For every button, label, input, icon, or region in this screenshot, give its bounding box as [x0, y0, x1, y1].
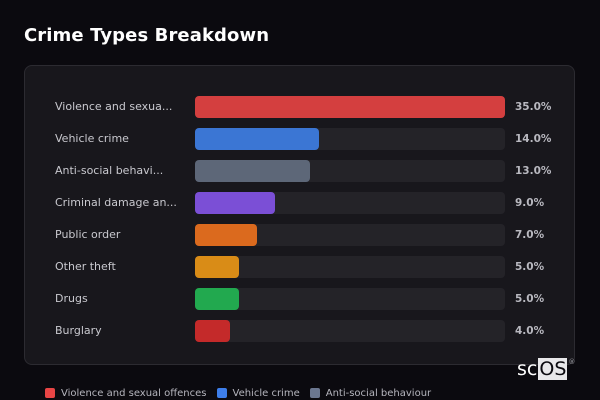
legend-label: Vehicle crime [232, 387, 300, 399]
bar-track [195, 288, 505, 310]
bar-row: Violence and sexua... 35.0% [25, 96, 576, 118]
bar-label: Burglary [55, 324, 102, 337]
bar-value: 4.0% [515, 325, 545, 337]
legend-label: Anti-social behaviour [325, 387, 432, 399]
bar-track [195, 96, 505, 118]
bar-label: Anti-social behavi... [55, 164, 164, 177]
bar-value: 5.0% [515, 261, 545, 273]
bar[interactable] [195, 320, 231, 342]
bar-value: 5.0% [515, 293, 545, 305]
bar-value: 9.0% [515, 197, 545, 209]
bar-label: Criminal damage an... [55, 196, 177, 209]
bar[interactable] [195, 96, 505, 118]
registered-mark-icon: ® [568, 358, 576, 366]
bar-row: Public order 7.0% [25, 224, 576, 246]
legend-swatch-icon [216, 388, 227, 398]
bar-row: Burglary 4.0% [25, 320, 576, 342]
logo-prefix: sc [517, 358, 538, 380]
bar[interactable] [195, 160, 311, 182]
logo-boxed: OS [538, 358, 568, 380]
bar-track [195, 128, 505, 150]
bar-row: Anti-social behavi... 13.0% [25, 160, 576, 182]
bar-row: Other theft 5.0% [25, 256, 576, 278]
bar-track [195, 224, 505, 246]
bar-label: Public order [55, 228, 121, 241]
legend-item[interactable]: Anti-social behaviour [309, 386, 432, 400]
bar-track [195, 256, 505, 278]
bar-label: Vehicle crime [55, 132, 129, 145]
chart-title: Crime Types Breakdown [24, 25, 270, 46]
legend-item[interactable]: Vehicle crime [216, 386, 300, 400]
bar[interactable] [195, 224, 257, 246]
bar[interactable] [195, 256, 240, 278]
bar[interactable] [195, 288, 240, 310]
legend-swatch-icon [45, 388, 55, 398]
bar-track [195, 160, 505, 182]
chart-card: Violence and sexua... 35.0% Vehicle crime 1… [24, 65, 575, 365]
legend-swatch-icon [309, 388, 320, 398]
bar[interactable] [195, 192, 275, 214]
scos-logo: sc OS ® [517, 358, 575, 380]
bar-value: 35.0% [515, 101, 552, 113]
bar-label: Drugs [55, 292, 88, 305]
bar-row: Criminal damage an... 9.0% [25, 192, 576, 214]
bar-label: Other theft [55, 260, 116, 273]
bar-row: Vehicle crime 14.0% [25, 128, 576, 150]
chart-legend: Violence and sexual offences Vehicle crim… [45, 386, 431, 400]
bar-track [195, 192, 505, 214]
bar-row: Drugs 5.0% [25, 288, 576, 310]
legend-item[interactable]: Violence and sexual offences [45, 386, 207, 400]
bar-value: 7.0% [515, 229, 545, 241]
bar-label: Violence and sexua... [55, 100, 173, 113]
bar-value: 14.0% [515, 133, 552, 145]
bar-track [195, 320, 505, 342]
bar-value: 13.0% [515, 165, 552, 177]
bar[interactable] [195, 128, 319, 150]
legend-label: Violence and sexual offences [61, 387, 207, 399]
